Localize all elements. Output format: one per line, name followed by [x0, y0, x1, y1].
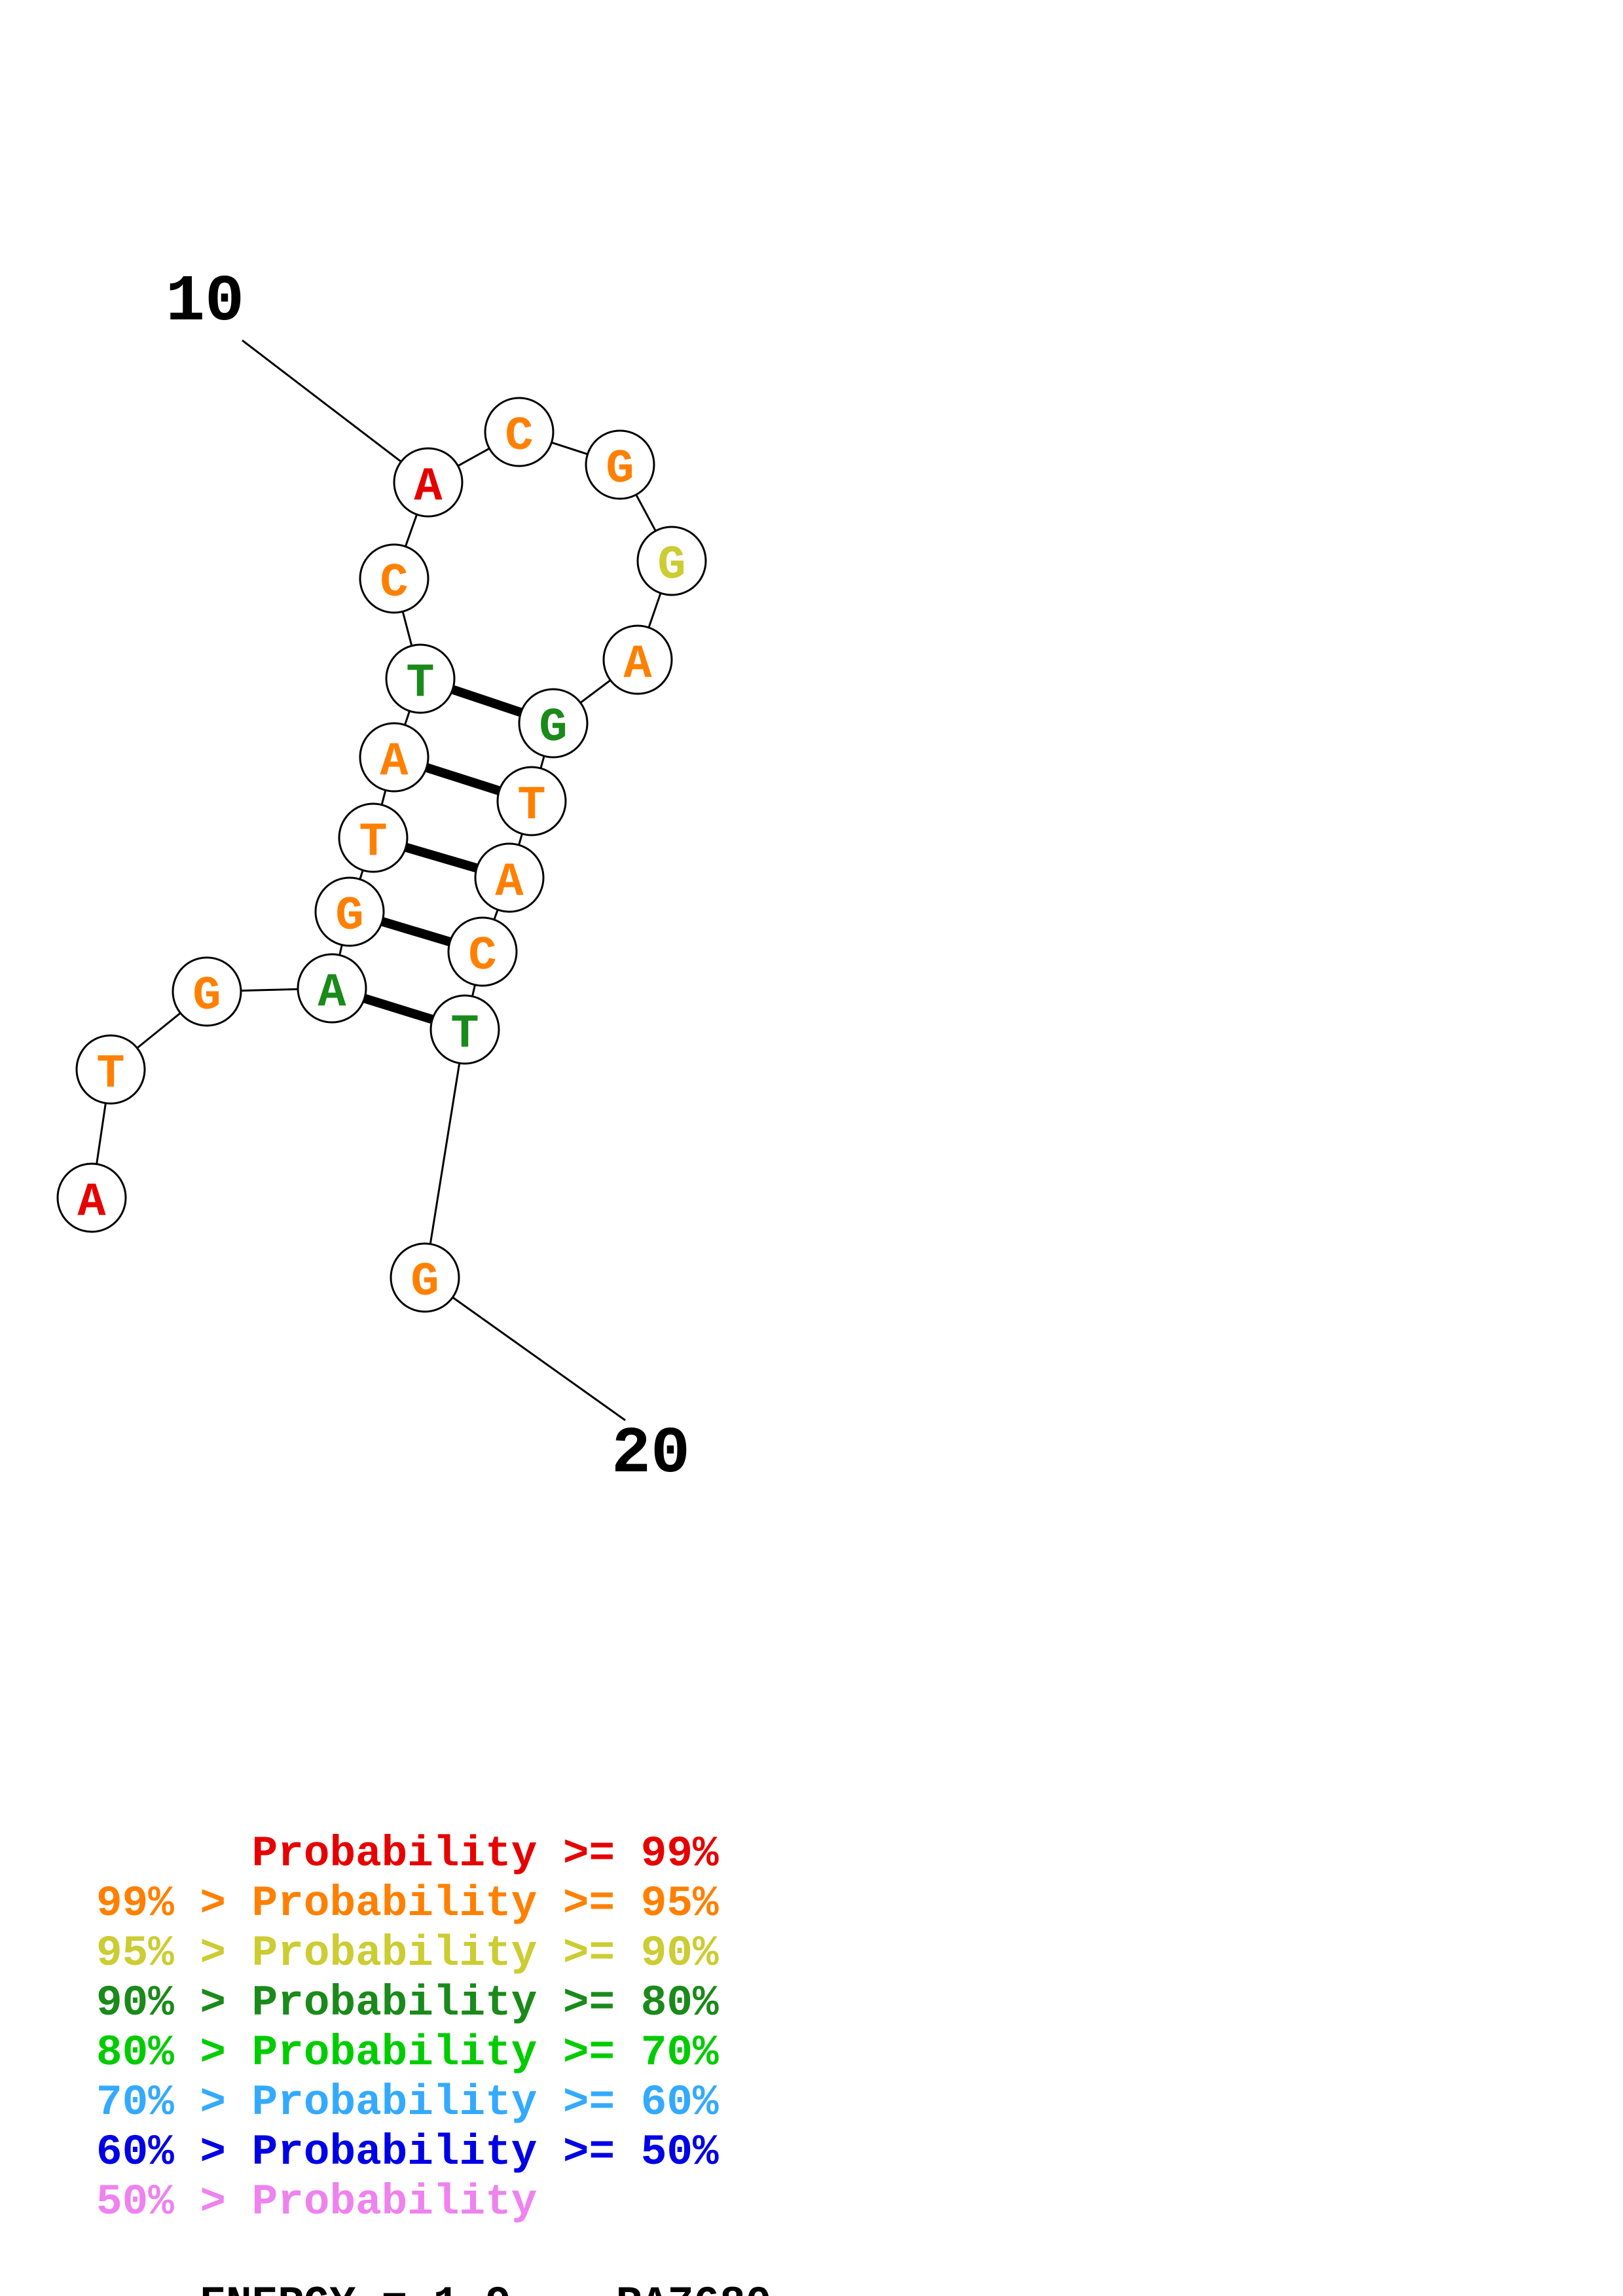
nucleotide-base-12: G [606, 442, 634, 496]
nucleotide-base-6: T [359, 816, 387, 869]
legend-row-5: 70% > Probability >= 60% [96, 2078, 719, 2127]
nucleotide-circle-4 [297, 953, 367, 1024]
nucleotide-base-17: A [495, 855, 524, 909]
nucleotide-circle-7 [359, 722, 429, 793]
nucleotide-base-15: G [539, 701, 567, 755]
footer: ENERGY = 1.9 RA7680 [96, 2231, 771, 2296]
nucleotide-base-14: A [623, 637, 652, 691]
nucleotide-circle-12 [585, 429, 655, 500]
nucleotide-circle-1 [56, 1162, 127, 1233]
energy-value: ENERGY = 1.9 [200, 2280, 511, 2296]
nucleotide-circle-3 [172, 956, 242, 1027]
nucleotide-circle-10 [393, 447, 464, 518]
nucleotide-circle-5 [314, 876, 385, 947]
legend-row-0: Probability >= 99% [96, 1829, 719, 1878]
nucleotide-base-16: T [517, 779, 545, 833]
nucleotide-base-9: C [380, 556, 408, 610]
nucleotide-circle-6 [338, 802, 409, 873]
nucleotide-circle-9 [359, 543, 429, 614]
position-label-10: 10 [166, 266, 244, 340]
nucleotide-circle-19 [429, 994, 500, 1065]
backbone-segment-19-20 [424, 1029, 466, 1278]
nucleotide-base-11: C [505, 410, 533, 463]
nucleotide-base-18: C [468, 929, 496, 983]
nucleotide-base-3: G [192, 969, 221, 1023]
nucleotide-base-20: G [410, 1255, 439, 1309]
numbering-line-0 [242, 339, 429, 484]
nucleotide-base-10: A [414, 460, 443, 514]
nucleotide-circle-20 [390, 1242, 460, 1313]
position-label-20: 20 [611, 1418, 690, 1492]
nucleotide-circle-8 [385, 643, 456, 714]
structure-id: RA7680 [616, 2280, 772, 2296]
legend-row-7: 50% > Probability [96, 2178, 538, 2227]
nucleotide-base-4: A [318, 966, 346, 1020]
nucleotide-circle-15 [518, 688, 589, 759]
legend-row-1: 99% > Probability >= 95% [96, 1879, 719, 1928]
legend-row-4: 80% > Probability >= 70% [96, 2028, 719, 2077]
probability-legend: Probability >= 99% 99% > Probability >= 9… [96, 1829, 719, 2227]
nucleotide-circle-11 [484, 397, 555, 467]
nucleotide-base-5: G [335, 889, 363, 943]
nucleotide-base-8: T [406, 656, 434, 710]
nucleotide-base-19: T [450, 1007, 479, 1061]
nucleotide-circle-14 [602, 624, 673, 695]
nucleotide-circle-17 [474, 842, 545, 913]
nucleotide-circle-13 [636, 526, 707, 596]
nucleotide-circle-16 [496, 766, 567, 836]
nucleotide-circle-2 [75, 1034, 146, 1105]
nucleotide-base-7: A [380, 735, 409, 789]
numbering-line-1 [424, 1276, 626, 1422]
legend-row-2: 95% > Probability >= 90% [96, 1929, 719, 1978]
legend-row-6: 60% > Probability >= 50% [96, 2128, 719, 2177]
legend-row-3: 90% > Probability >= 80% [96, 1979, 719, 2028]
nucleotide-base-13: G [657, 539, 685, 592]
nucleotide-base-1: A [77, 1175, 106, 1229]
nucleotide-base-2: T [96, 1047, 124, 1101]
nucleotide-circle-18 [447, 916, 518, 987]
